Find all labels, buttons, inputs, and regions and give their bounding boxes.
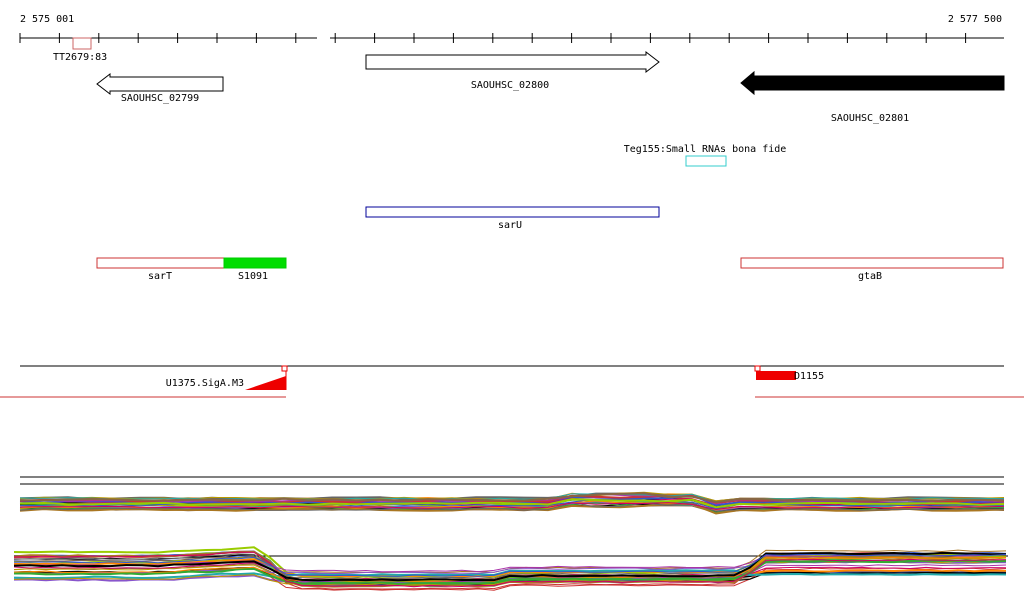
- promoter-wedge: [245, 376, 286, 390]
- profile-line: [13, 553, 1007, 577]
- expression-profiles: [13, 476, 1008, 591]
- gene-saouhsc-02799[interactable]: SAOUHSC_02799: [96, 72, 224, 104]
- gene-arrow-reverse-filled[interactable]: [740, 70, 1005, 96]
- teg155-label: Teg155:Small RNAs bona fide: [624, 144, 787, 155]
- expression-profile-upper: [19, 491, 1005, 515]
- tt2679-box[interactable]: [72, 37, 92, 50]
- coordinate-ruler: 2 575 001 2 577 500: [19, 14, 1004, 43]
- profile-line: [13, 551, 1006, 582]
- gtab-label: gtaB: [858, 271, 882, 282]
- gene-label-02801: SAOUHSC_02801: [831, 113, 909, 124]
- profile-line: [13, 551, 1007, 588]
- ruler-end-label: 2 577 500: [948, 14, 1002, 25]
- sart-feature[interactable]: sarT: [96, 257, 225, 282]
- tt2679-feature[interactable]: TT2679:83: [53, 37, 107, 63]
- gene-arrow-reverse-open[interactable]: [96, 72, 224, 96]
- sart-box[interactable]: [96, 257, 225, 269]
- profile-line: [13, 558, 1007, 578]
- promoter-label: U1375.SigA.M3: [166, 378, 244, 389]
- d1155-label: D1155: [794, 371, 824, 382]
- s1091-label: S1091: [238, 271, 268, 282]
- gene-label-02799: SAOUHSC_02799: [121, 93, 199, 104]
- ruler-start-label: 2 575 001: [20, 14, 74, 25]
- profile-line: [19, 502, 1005, 511]
- tt2679-label: TT2679:83: [53, 52, 107, 63]
- transcription-track: [0, 365, 1024, 398]
- profile-line: [19, 492, 1005, 504]
- s1091-box[interactable]: [223, 257, 287, 269]
- d1155-box[interactable]: [756, 371, 796, 380]
- gene-saouhsc-02801[interactable]: SAOUHSC_02801: [740, 70, 1005, 124]
- saru-box[interactable]: [365, 206, 660, 218]
- profile-line: [19, 493, 1005, 503]
- teg155-box[interactable]: [685, 155, 727, 167]
- expression-profile-lower: [13, 546, 1007, 591]
- gtab-feature[interactable]: gtaB: [740, 257, 1004, 282]
- gtab-box[interactable]: [740, 257, 1004, 269]
- gene-label-02800: SAOUHSC_02800: [471, 80, 549, 91]
- d1155-start-marker[interactable]: [754, 365, 761, 372]
- saru-label: sarU: [498, 220, 522, 231]
- profile-line: [19, 502, 1005, 512]
- saru-feature[interactable]: sarU: [365, 206, 660, 231]
- promoter-u1375[interactable]: U1375.SigA.M3: [166, 365, 288, 390]
- sart-label: sarT: [148, 271, 172, 282]
- gene-arrow-forward-open[interactable]: [365, 50, 660, 74]
- s1091-feature[interactable]: S1091: [223, 257, 287, 282]
- profile-line: [19, 498, 1005, 509]
- gene-saouhsc-02800[interactable]: SAOUHSC_02800: [365, 50, 660, 91]
- d1155-feature[interactable]: D1155: [754, 365, 824, 382]
- promoter-start-marker[interactable]: [281, 365, 288, 372]
- profile-line: [14, 559, 1007, 585]
- teg155-feature[interactable]: Teg155:Small RNAs bona fide: [624, 144, 787, 167]
- ruler-ticks: [19, 33, 967, 43]
